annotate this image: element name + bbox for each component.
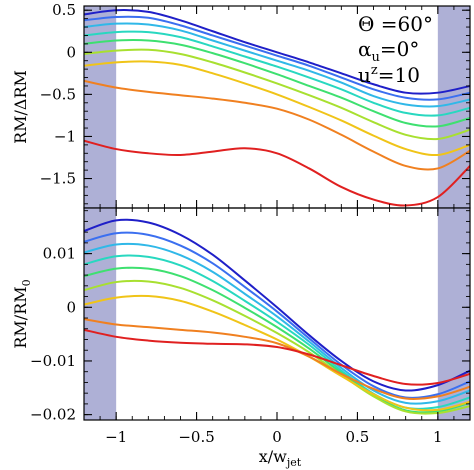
top-ytick-label-0: 0.5 [52, 1, 76, 19]
top-series-line-5 [84, 48, 470, 141]
bottom-ytick-label-2: −0.01 [30, 352, 76, 370]
top-series-line-0 [84, 9, 470, 95]
bottom-shaded-regions [84, 208, 470, 420]
top-series-line-6 [84, 60, 470, 157]
top-ylabel: RM/ΔRM [11, 70, 30, 144]
bottom-xtick-label-1: −0.5 [178, 428, 214, 446]
bottom-series-line-8 [84, 328, 470, 386]
bottom-series-line-4 [84, 266, 470, 414]
bottom-panel: 0.01 0 −0.01 −0.02 −1 −0.5 0 0.5 1 RM/RM0 x/wjet [11, 207, 471, 469]
bottom-series-line-5 [84, 279, 470, 415]
bottom-xtick-label-0: −1 [105, 428, 127, 446]
top-shaded-band-0 [84, 6, 117, 208]
top-ytick-label-1: 0 [66, 43, 76, 61]
bottom-ylabel: RM/RM0 [11, 279, 33, 348]
top-series-line-2 [84, 22, 470, 108]
top-series-group [84, 9, 470, 207]
bottom-series-line-7 [84, 318, 470, 400]
top-series-line-1 [84, 15, 470, 101]
bottom-ytick-label-1: 0 [66, 298, 76, 316]
bottom-ticks: 0.01 0 −0.01 −0.02 −1 −0.5 0 0.5 1 [30, 208, 471, 446]
bottom-series-line-2 [84, 242, 470, 405]
bottom-xtick-label-2: 0 [272, 428, 282, 446]
top-series-line-7 [84, 79, 470, 171]
annotation-alpha: αu=0° [358, 37, 419, 65]
bottom-shaded-band-0 [84, 208, 117, 420]
bottom-series-line-6 [84, 294, 470, 412]
bottom-xtick-label-4: 1 [433, 428, 443, 446]
bottom-series-line-1 [84, 231, 470, 399]
top-ticks: 0.5 0 −0.5 −1 −1.5 [40, 1, 471, 208]
bottom-xlabel: x/wjet [259, 447, 302, 469]
bottom-series-group [84, 218, 470, 415]
top-ytick-label-4: −1.5 [40, 170, 76, 188]
bottom-ytick-label-3: −0.02 [30, 406, 76, 424]
bottom-ytick-label-0: 0.01 [43, 245, 76, 263]
annotation-u: uz=10 [358, 63, 420, 87]
bottom-series-line-0 [84, 218, 470, 392]
top-shaded-band-1 [437, 6, 470, 208]
top-shaded-regions [84, 6, 470, 208]
bottom-xtick-label-3: 0.5 [345, 428, 369, 446]
top-ytick-label-2: −0.5 [40, 85, 76, 103]
top-series-line-3 [84, 30, 470, 117]
top-ytick-label-3: −1 [54, 127, 76, 145]
annotation-block: Θ =60° αu=0° uz=10 [358, 12, 433, 87]
top-panel: 0.5 0 −0.5 −1 −1.5 RM/ΔRM Θ =60° αu=0° uz=10 [11, 1, 471, 209]
annotation-theta: Θ =60° [358, 12, 433, 36]
top-series-line-4 [84, 39, 470, 128]
bottom-plot-frame [83, 207, 471, 421]
